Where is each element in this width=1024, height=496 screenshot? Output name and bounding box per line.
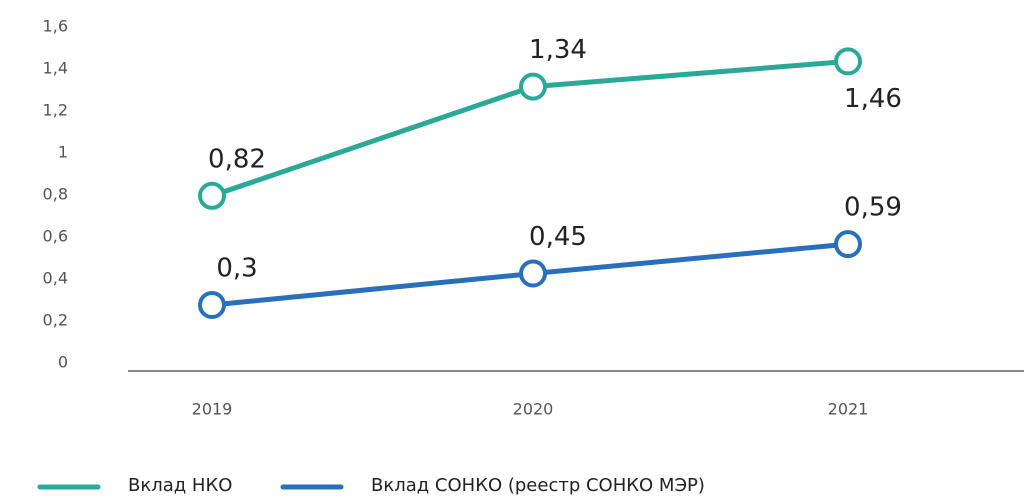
y-tick-label: 0,2 [43,311,68,330]
y-tick-label: 1,6 [43,17,68,36]
data-label: 0,82 [208,144,266,174]
legend-label: Вклад СОНКО (реестр СОНКО МЭР) [371,475,705,496]
point-marker [834,230,862,259]
y-tick-label: 0,4 [43,269,68,288]
x-tick-label: 2019 [192,400,233,419]
point-marker [198,291,226,319]
x-tick-label: 2021 [828,400,869,419]
y-tick-label: 0 [58,353,68,372]
x-tick-label: 2020 [513,400,554,419]
point-marker [519,72,547,101]
data-label: 0,59 [844,193,902,223]
point-marker [519,259,547,288]
y-tick-label: 1,2 [43,101,68,120]
legend-label: Вклад НКО [128,475,232,496]
data-label: 0,3 [216,254,257,284]
point-marker [198,181,226,210]
point-marker [834,47,862,76]
y-tick-label: 1,4 [43,59,68,78]
data-label: 0,45 [529,222,587,252]
y-tick-label: 0,6 [43,227,68,246]
data-label: 1,46 [844,84,902,114]
y-tick-label: 0,8 [43,185,68,204]
y-tick-label: 1 [58,143,68,162]
data-label: 1,34 [529,35,587,65]
